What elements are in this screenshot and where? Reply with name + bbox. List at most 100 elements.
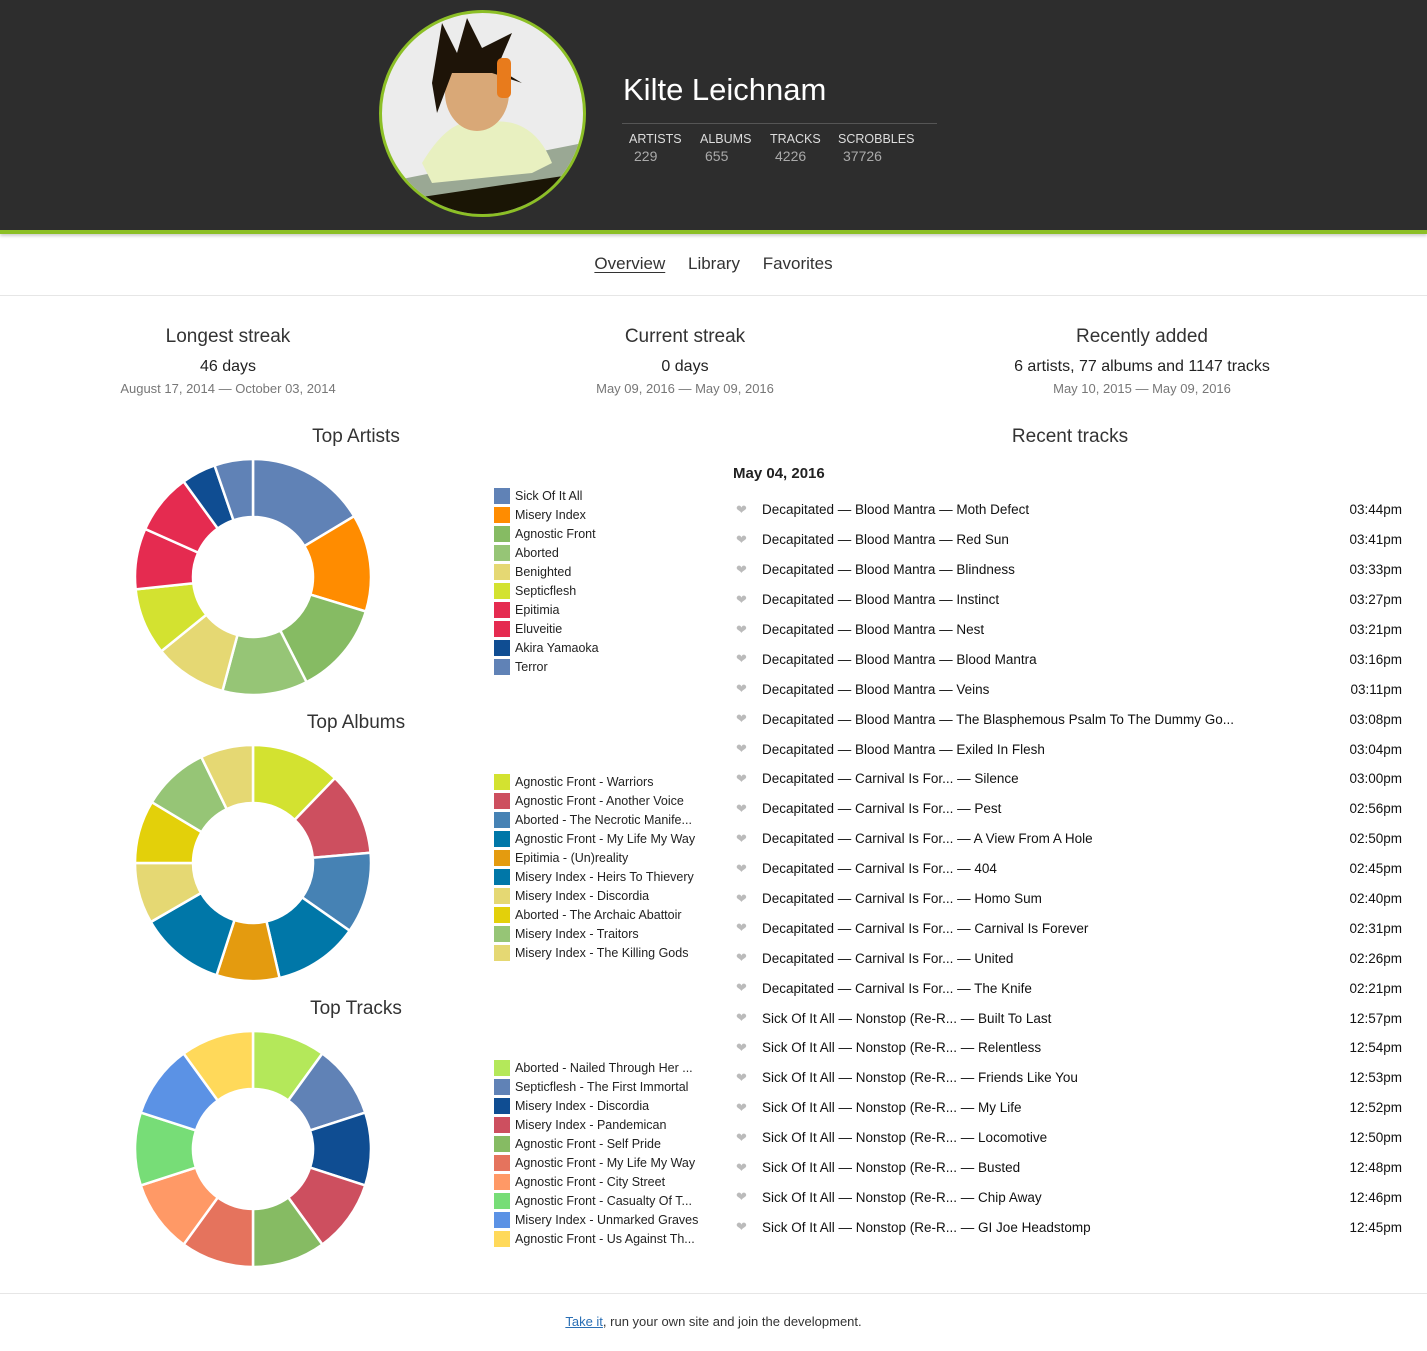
tab-overview[interactable]: Overview (594, 254, 666, 273)
heart-icon[interactable]: ❤ (736, 501, 747, 517)
heart-icon[interactable]: ❤ (736, 830, 747, 846)
tab-library[interactable]: Library (687, 254, 740, 273)
track-title[interactable]: Decapitated — Blood Mantra — Instinct (762, 592, 1000, 608)
legend-item[interactable]: Misery Index - Discordia (494, 886, 695, 905)
heart-icon[interactable]: ❤ (736, 1129, 747, 1145)
legend-item[interactable]: Aborted - Nailed Through Her ... (494, 1058, 698, 1077)
top-albums-chart (133, 743, 373, 983)
legend-item[interactable]: Akira Yamaoka (494, 638, 599, 657)
track-title[interactable]: Sick Of It All — Nonstop (Re-R... — GI J… (762, 1219, 1091, 1235)
heart-icon[interactable]: ❤ (736, 741, 747, 757)
heart-icon[interactable]: ❤ (736, 890, 747, 906)
heart-icon[interactable]: ❤ (736, 561, 747, 577)
legend-item[interactable]: Agnostic Front - Warriors (494, 772, 695, 791)
legend-item[interactable]: Aborted - The Archaic Abattoir (494, 905, 695, 924)
track-time: 12:45pm (1349, 1219, 1402, 1235)
heart-icon[interactable]: ❤ (736, 920, 747, 936)
track-title[interactable]: Decapitated — Carnival Is For... — The K… (762, 980, 1032, 996)
track-title[interactable]: Decapitated — Carnival Is For... — Pest (762, 801, 1002, 817)
take-it-link[interactable]: Take it (565, 1314, 603, 1329)
heart-icon[interactable]: ❤ (736, 1099, 747, 1115)
track-row: ❤ Sick Of It All — Nonstop (Re-R... — Bus… (736, 1153, 1402, 1183)
legend-item[interactable]: Agnostic Front - Another Voice (494, 791, 695, 810)
donut-slice[interactable] (199, 743, 255, 811)
legend-item[interactable]: Epitimia (494, 600, 599, 619)
track-title[interactable]: Decapitated — Blood Mantra — Nest (762, 622, 985, 637)
legend-item[interactable]: Misery Index - Traitors (494, 924, 695, 943)
legend-item[interactable]: Agnostic Front (494, 524, 599, 543)
track-title[interactable]: Decapitated — Carnival Is For... — Silen… (762, 771, 1019, 787)
track-row: ❤ Decapitated — Blood Mantra — The Blasph… (736, 704, 1402, 734)
legend-item[interactable]: Misery Index - Discordia (494, 1096, 698, 1115)
legend-swatch (494, 525, 510, 542)
heart-icon[interactable]: ❤ (736, 1010, 747, 1026)
track-title[interactable]: Decapitated — Carnival Is For... — A Vie… (762, 831, 1093, 847)
legend-item[interactable]: Eluveitie (494, 619, 599, 638)
legend-item[interactable]: Agnostic Front - My Life My Way (494, 829, 695, 848)
heart-icon[interactable]: ❤ (736, 980, 747, 996)
legend-item[interactable]: Septicflesh - The First Immortal (494, 1077, 698, 1096)
tab-favorites[interactable]: Favorites (762, 254, 833, 273)
heart-icon[interactable]: ❤ (736, 1159, 747, 1175)
track-title[interactable]: Decapitated — Carnival Is For... — Carni… (762, 920, 1089, 936)
heart-icon[interactable]: ❤ (736, 1219, 747, 1235)
heart-icon[interactable]: ❤ (736, 591, 747, 607)
heart-icon[interactable]: ❤ (736, 770, 747, 786)
track-title[interactable]: Sick Of It All — Nonstop (Re-R... — Buil… (762, 1010, 1052, 1026)
track-row: ❤ Sick Of It All — Nonstop (Re-R... — Fri… (736, 1063, 1402, 1093)
legend-item[interactable]: Epitimia - (Un)reality (494, 848, 695, 867)
track-title[interactable]: Decapitated — Blood Mantra — Blood Mantr… (762, 651, 1037, 667)
track-row: ❤ Decapitated — Carnival Is For... — Pest… (736, 794, 1402, 824)
track-title[interactable]: Decapitated — Blood Mantra — Veins (762, 681, 990, 697)
track-row: ❤ Decapitated — Blood Mantra — Blindness 0… (736, 555, 1402, 585)
legend-item[interactable]: Misery Index (494, 505, 599, 524)
heart-icon[interactable]: ❤ (736, 651, 747, 667)
heart-icon[interactable]: ❤ (736, 1189, 747, 1205)
legend-item[interactable]: Misery Index - The Killing Gods (494, 943, 695, 962)
legend-label: Epitimia (515, 602, 560, 617)
track-title[interactable]: Sick Of It All — Nonstop (Re-R... — Bust… (762, 1160, 1021, 1176)
heart-icon[interactable]: ❤ (736, 1039, 747, 1055)
heart-icon[interactable]: ❤ (736, 621, 747, 637)
track-title[interactable]: Decapitated — Blood Mantra — The Blasphe… (762, 711, 1234, 727)
track-title[interactable]: Decapitated — Carnival Is For... — Unite… (762, 950, 1014, 966)
track-title[interactable]: Sick Of It All — Nonstop (Re-R... — Chip… (762, 1189, 1042, 1205)
track-title[interactable]: Sick Of It All — Nonstop (Re-R... — Loco… (762, 1130, 1048, 1146)
track-time: 03:00pm (1349, 771, 1402, 787)
legend-item[interactable]: Misery Index - Pandemican (494, 1115, 698, 1134)
track-time: 12:46pm (1349, 1189, 1402, 1205)
track-title[interactable]: Decapitated — Carnival Is For... — Homo … (762, 891, 1042, 907)
legend-item[interactable]: Agnostic Front - My Life My Way (494, 1153, 698, 1172)
legend-item[interactable]: Septicflesh (494, 581, 599, 600)
heart-icon[interactable]: ❤ (736, 681, 747, 697)
donut-slice[interactable] (212, 457, 255, 522)
legend-item[interactable]: Sick Of It All (494, 486, 599, 505)
track-title[interactable]: Sick Of It All — Nonstop (Re-R... — Rele… (762, 1040, 1042, 1056)
legend-item[interactable]: Benighted (494, 562, 599, 581)
donut-slice[interactable] (181, 1029, 255, 1103)
track-title[interactable]: Decapitated — Blood Mantra — Moth Defect (762, 502, 1030, 518)
track-time: 03:16pm (1349, 651, 1402, 667)
track-title[interactable]: Sick Of It All — Nonstop (Re-R... — Frie… (762, 1070, 1078, 1086)
track-title[interactable]: Decapitated — Blood Mantra — Blindness (762, 562, 1015, 578)
track-title[interactable]: Decapitated — Blood Mantra — Red Sun (762, 532, 1009, 548)
legend-item[interactable]: Aborted (494, 543, 599, 562)
heart-icon[interactable]: ❤ (736, 800, 747, 816)
heart-icon[interactable]: ❤ (736, 860, 747, 876)
legend-item[interactable]: Misery Index - Heirs To Thievery (494, 867, 695, 886)
legend-item[interactable]: Misery Index - Unmarked Graves (494, 1210, 698, 1229)
legend-item[interactable]: Terror (494, 657, 599, 676)
heart-icon[interactable]: ❤ (736, 711, 747, 727)
legend-item[interactable]: Agnostic Front - Casualty Of T... (494, 1191, 698, 1210)
heart-icon[interactable]: ❤ (736, 531, 747, 547)
legend-item[interactable]: Agnostic Front - Self Pride (494, 1134, 698, 1153)
track-title[interactable]: Decapitated — Carnival Is For... — 404 (762, 861, 997, 877)
track-title[interactable]: Decapitated — Blood Mantra — Exiled In F… (762, 741, 1045, 757)
legend-swatch (494, 906, 510, 923)
legend-item[interactable]: Agnostic Front - Us Against Th... (494, 1229, 698, 1248)
legend-item[interactable]: Aborted - The Necrotic Manife... (494, 810, 695, 829)
track-title[interactable]: Sick Of It All — Nonstop (Re-R... — My L… (762, 1100, 1022, 1116)
legend-item[interactable]: Agnostic Front - City Street (494, 1172, 698, 1191)
heart-icon[interactable]: ❤ (736, 1069, 747, 1085)
heart-icon[interactable]: ❤ (736, 950, 747, 966)
